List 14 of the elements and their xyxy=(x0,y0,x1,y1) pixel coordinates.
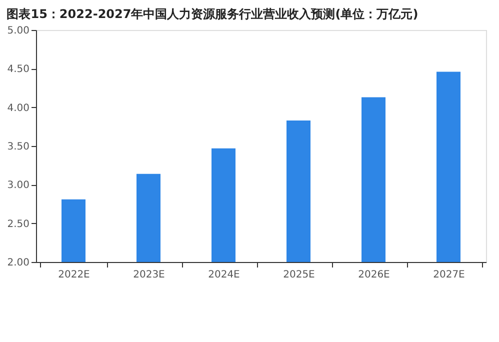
y-tick-label: 2.50 xyxy=(7,218,30,230)
y-tick-label: 5.00 xyxy=(7,26,30,36)
x-tick-label: 2025E xyxy=(283,270,315,280)
y-tick-label: 2.00 xyxy=(7,258,30,268)
x-tick-label: 2026E xyxy=(358,270,390,280)
x-tick-label: 2022E xyxy=(58,270,90,280)
y-tick-label: 3.00 xyxy=(7,180,30,192)
y-tick-label: 3.50 xyxy=(7,142,30,152)
x-tick-label: 2024E xyxy=(208,270,240,280)
x-tick-label: 2023E xyxy=(133,270,165,280)
y-tick-label: 4.50 xyxy=(7,64,30,76)
y-tick-label: 4.00 xyxy=(7,102,30,114)
x-tick-label: 2027E xyxy=(433,270,465,280)
chart-title: 图表15：2022-2027年中国人力资源服务行业营业收入预测(单位：万亿元) xyxy=(6,7,418,21)
